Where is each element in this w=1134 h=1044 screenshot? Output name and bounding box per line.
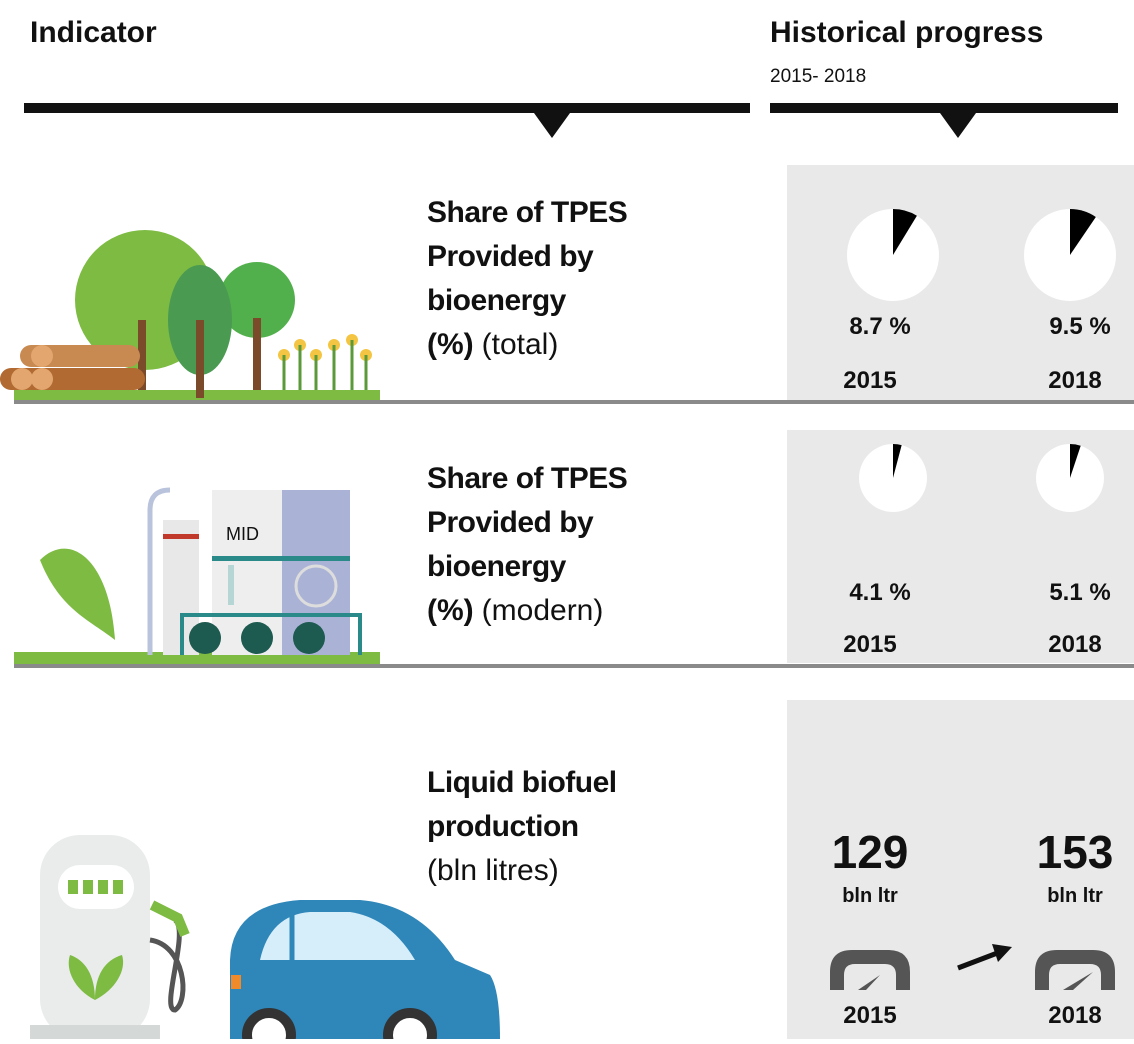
value-label: 5.1 %: [1049, 579, 1110, 606]
unit-bold: (%): [427, 594, 474, 627]
progress-period: 2015- 2018: [770, 66, 866, 87]
plant-label: MID: [226, 524, 259, 544]
unit: (bln litres): [427, 854, 559, 887]
row-separator: [14, 400, 1134, 404]
year-label: 2015: [843, 631, 896, 658]
indicator-title: Provided by: [427, 240, 594, 273]
value-number: 153: [1037, 826, 1114, 878]
infographic: Indicator Historical progress 2015- 2018…: [0, 0, 1134, 1039]
value-label: 8.7 %: [849, 313, 910, 340]
value-label: 4.1 %: [849, 579, 910, 606]
indicator-title: Provided by: [427, 506, 594, 539]
year-label: 2015: [843, 1002, 896, 1029]
indicator-title: Liquid biofuel: [427, 766, 617, 799]
unit: (modern): [482, 594, 604, 627]
unit-bold: (%): [427, 328, 474, 361]
indicator-unit: (bln litres): [427, 854, 559, 887]
indicator-title: Share of TPES: [427, 462, 627, 495]
year-label: 2015: [843, 367, 896, 394]
indicator-title: production: [427, 810, 579, 843]
indicator-title: Share of TPES: [427, 196, 627, 229]
indicator-header: Indicator: [30, 16, 157, 49]
header-bar: [770, 103, 1118, 113]
header-bar: [24, 103, 750, 113]
indicator-unit: (%)(modern): [427, 594, 603, 627]
year-label: 2018: [1048, 367, 1101, 394]
indicator-unit: (%)(total): [427, 328, 558, 361]
progress-header: Historical progress: [770, 16, 1043, 49]
year-label: 2018: [1048, 1002, 1101, 1029]
value-unit: bln ltr: [842, 885, 898, 907]
unit: (total): [482, 328, 559, 361]
value-number: 129: [832, 826, 909, 878]
header-arrow: [534, 113, 570, 138]
indicator-title: bioenergy: [427, 550, 567, 583]
forest-illustration: [0, 230, 380, 400]
year-label: 2018: [1048, 631, 1101, 658]
plant-illustration: MID: [14, 490, 380, 664]
row-separator: [14, 664, 1134, 668]
value-label: 9.5 %: [1049, 313, 1110, 340]
value-unit: bln ltr: [1047, 885, 1103, 907]
indicator-title: bioenergy: [427, 284, 567, 317]
header-arrow: [940, 113, 976, 138]
